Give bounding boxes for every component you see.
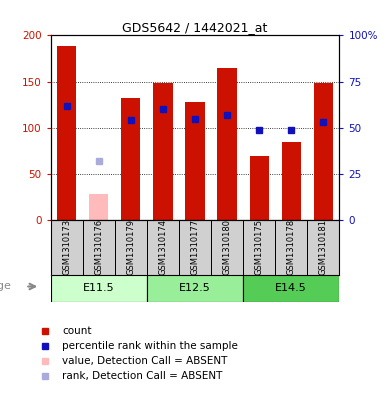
Bar bbox=[218, 68, 237, 220]
Title: GDS5642 / 1442021_at: GDS5642 / 1442021_at bbox=[122, 21, 268, 34]
Text: rank, Detection Call = ABSENT: rank, Detection Call = ABSENT bbox=[62, 371, 222, 381]
Text: percentile rank within the sample: percentile rank within the sample bbox=[62, 341, 238, 351]
Bar bbox=[147, 275, 243, 302]
Text: GSM1310173: GSM1310173 bbox=[62, 219, 71, 275]
Text: value, Detection Call = ABSENT: value, Detection Call = ABSENT bbox=[62, 356, 227, 366]
Text: E14.5: E14.5 bbox=[275, 283, 307, 294]
Bar bbox=[147, 220, 179, 275]
Bar bbox=[83, 220, 115, 275]
Bar bbox=[243, 220, 275, 275]
Bar bbox=[51, 220, 83, 275]
Bar bbox=[282, 141, 301, 220]
Text: GSM1310177: GSM1310177 bbox=[190, 219, 200, 275]
Bar bbox=[314, 83, 333, 220]
Text: E12.5: E12.5 bbox=[179, 283, 211, 294]
Text: GSM1310174: GSM1310174 bbox=[158, 219, 167, 275]
Text: age: age bbox=[0, 281, 12, 292]
Bar bbox=[153, 83, 172, 220]
Text: count: count bbox=[62, 326, 92, 336]
Bar bbox=[250, 156, 269, 220]
Text: GSM1310179: GSM1310179 bbox=[126, 219, 135, 275]
Bar bbox=[57, 46, 76, 220]
Bar bbox=[211, 220, 243, 275]
Bar bbox=[243, 275, 339, 302]
Bar bbox=[275, 220, 307, 275]
Text: GSM1310175: GSM1310175 bbox=[255, 219, 264, 275]
Bar bbox=[307, 220, 339, 275]
Text: GSM1310176: GSM1310176 bbox=[94, 219, 103, 275]
Bar bbox=[51, 275, 147, 302]
Text: E11.5: E11.5 bbox=[83, 283, 115, 294]
Text: GSM1310181: GSM1310181 bbox=[319, 219, 328, 275]
Bar bbox=[115, 220, 147, 275]
Text: GSM1310180: GSM1310180 bbox=[223, 219, 232, 275]
Bar bbox=[179, 220, 211, 275]
Bar bbox=[89, 195, 108, 220]
Bar bbox=[185, 102, 205, 220]
Bar bbox=[121, 98, 140, 220]
Text: GSM1310178: GSM1310178 bbox=[287, 219, 296, 275]
